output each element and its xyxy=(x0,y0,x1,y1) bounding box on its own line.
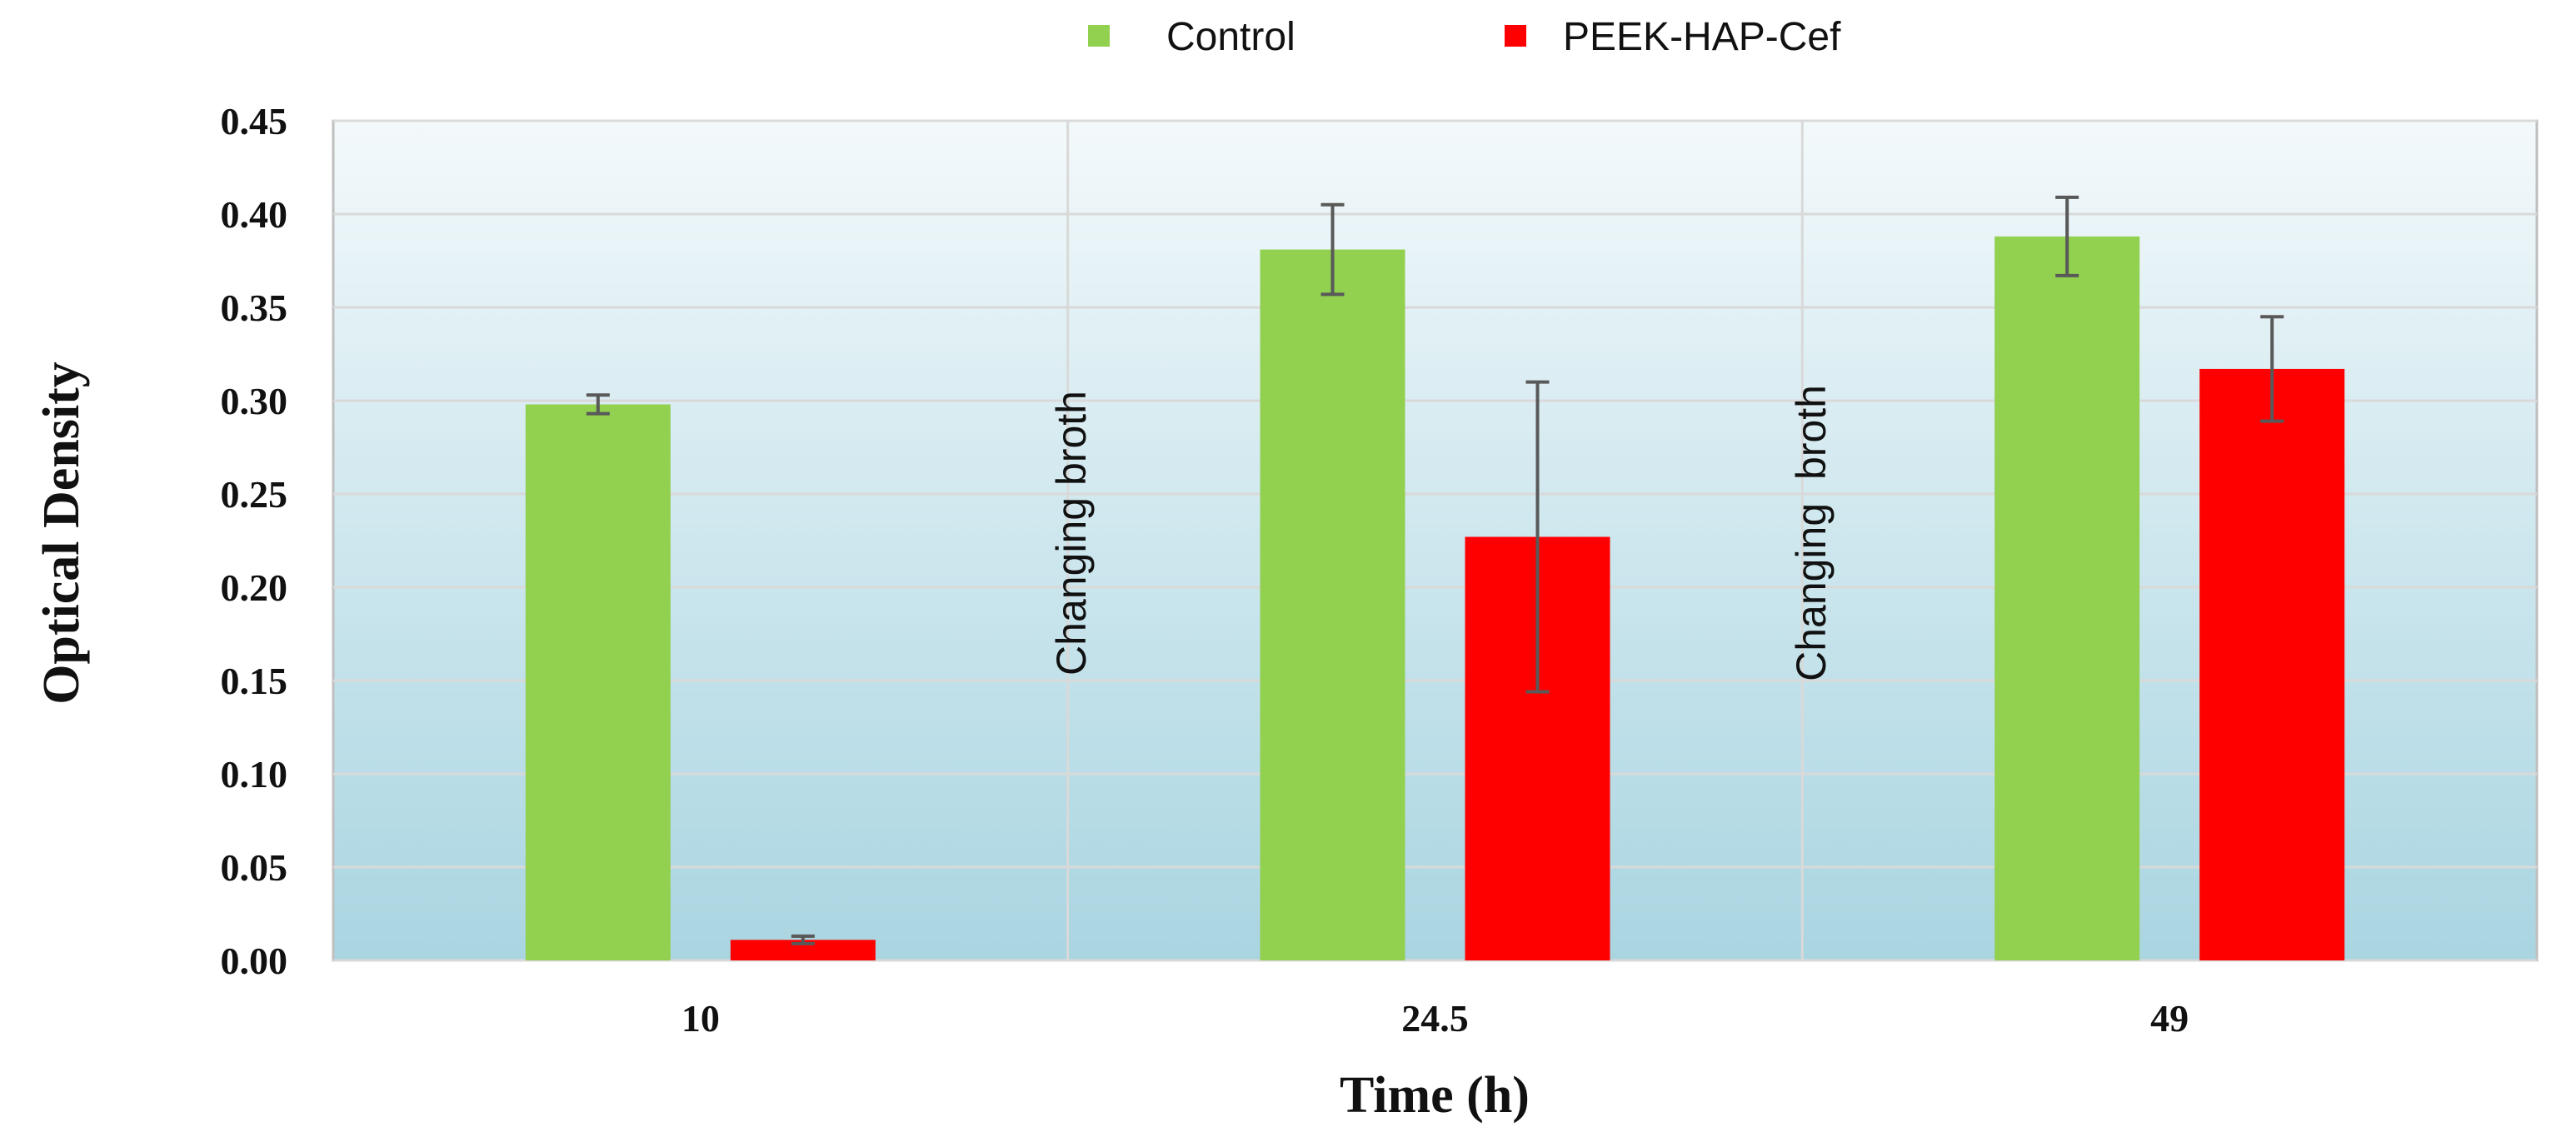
y-tick-label: 0.35 xyxy=(221,287,288,329)
y-axis-ticks: 0.00 0.05 0.10 0.15 0.20 0.25 0.30 0.35 0.40 0.45 xyxy=(221,100,288,982)
x-axis-label: Time (h) xyxy=(1340,1067,1530,1124)
annotation-changing-broth-2: Changing broth xyxy=(1788,385,1835,681)
x-tick-label: 24.5 xyxy=(1401,997,1469,1040)
annotation-changing-broth-1: Changing broth xyxy=(1048,391,1095,676)
legend: Control PEEK-HAP-Cef xyxy=(1088,15,1841,59)
x-axis-ticks: 10 24.5 49 xyxy=(681,997,2189,1040)
x-tick-label: 49 xyxy=(2150,997,2189,1040)
y-tick-label: 0.00 xyxy=(221,940,288,982)
bar-control-49 xyxy=(1994,236,2140,960)
y-tick-label: 0.45 xyxy=(221,100,288,142)
bars xyxy=(525,236,2345,961)
gridlines xyxy=(333,119,2537,962)
y-tick-label: 0.25 xyxy=(221,473,288,516)
plot-area xyxy=(332,119,2539,962)
legend-label-control: Control xyxy=(1166,15,1295,59)
x-tick-label: 10 xyxy=(681,997,720,1040)
legend-swatch-control xyxy=(1088,25,1110,47)
legend-label-peek-hap-cef: PEEK-HAP-Cef xyxy=(1563,15,1841,59)
legend-swatch-peek-hap-cef xyxy=(1505,25,1526,47)
y-axis-label: Optical Density xyxy=(33,362,90,705)
y-tick-label: 0.30 xyxy=(221,380,288,422)
y-tick-label: 0.10 xyxy=(221,753,288,795)
error-bars xyxy=(586,195,2284,945)
bar-control-10 xyxy=(525,404,671,961)
y-tick-label: 0.15 xyxy=(221,660,288,702)
y-tick-label: 0.20 xyxy=(221,566,288,609)
bar-peek-hap-cef-49 xyxy=(2199,368,2345,960)
bar-control-24.5 xyxy=(1260,249,1405,960)
y-tick-label: 0.40 xyxy=(221,193,288,236)
y-tick-label: 0.05 xyxy=(221,846,288,889)
